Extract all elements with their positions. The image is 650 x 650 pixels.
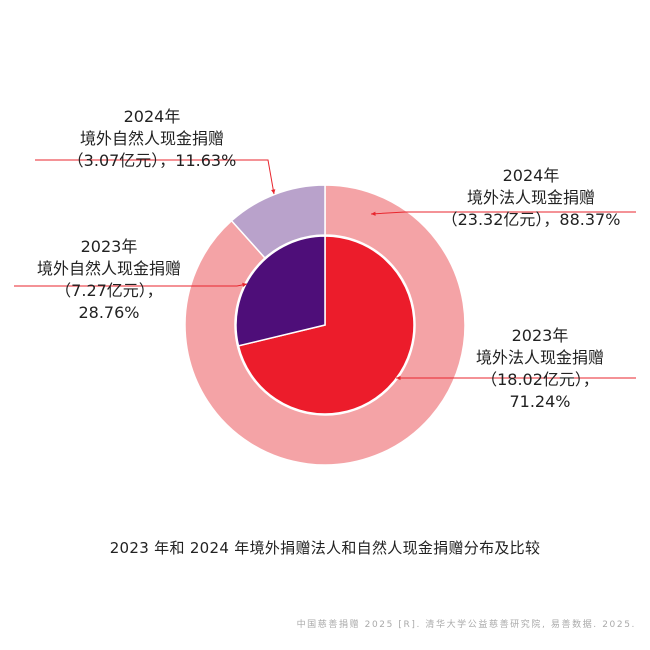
label-2023-natural-year: 2023年: [80, 237, 138, 256]
leader-arrow-2023-legal: [396, 375, 401, 381]
label-2023-natural: 2023年 境外自然人现金捐赠 （7.27亿元）， 28.76%: [14, 236, 204, 324]
label-2023-natural-percent: 28.76%: [78, 303, 140, 322]
chart-source: 中国慈善捐赠 2025 [R]. 清华大学公益慈善研究院, 易善数据. 2025…: [296, 620, 636, 630]
label-2024-natural-year: 2024年: [123, 107, 181, 126]
leader-arrow-2023-natural: [242, 282, 247, 288]
label-2023-natural-value: （7.27亿元），: [55, 281, 163, 300]
label-2023-legal-name: 境外法人现金捐赠: [475, 348, 604, 367]
leader-arrow-2024-natural: [271, 189, 276, 194]
label-2024-natural: 2024年 境外自然人现金捐赠 （3.07亿元），11.63%: [52, 106, 252, 172]
label-2024-legal-year: 2024年: [502, 166, 560, 185]
slice-2024-legal: [184, 184, 466, 466]
label-2024-legal: 2024年 境外法人现金捐赠 （23.32亿元），88.37%: [426, 165, 636, 231]
label-2023-legal-value: （18.02亿元），: [481, 370, 599, 389]
label-2024-legal-name: 境外法人现金捐赠: [466, 188, 595, 207]
leader-line-2024-natural: [35, 159, 275, 195]
label-2023-legal: 2023年 境外法人现金捐赠 （18.02亿元）， 71.24%: [445, 325, 635, 413]
label-2023-legal-year: 2023年: [511, 326, 569, 345]
label-2024-legal-value: （23.32亿元），88.37%: [441, 210, 621, 229]
label-2024-natural-value: （3.07亿元），11.63%: [67, 151, 237, 170]
label-2023-natural-name: 境外自然人现金捐赠: [36, 259, 181, 278]
leader-arrow-2024-legal: [371, 211, 376, 216]
slice-2023-natural: [235, 235, 326, 347]
slice-2023-legal: [237, 235, 415, 415]
chart-title: 2023 年和 2024 年境外捐赠法人和自然人现金捐赠分布及比较: [109, 539, 541, 557]
label-2024-natural-name: 境外自然人现金捐赠: [79, 129, 224, 148]
slice-2024-natural: [230, 184, 326, 260]
label-2023-legal-percent: 71.24%: [509, 392, 571, 411]
leader-line-2024-legal: [370, 211, 636, 215]
